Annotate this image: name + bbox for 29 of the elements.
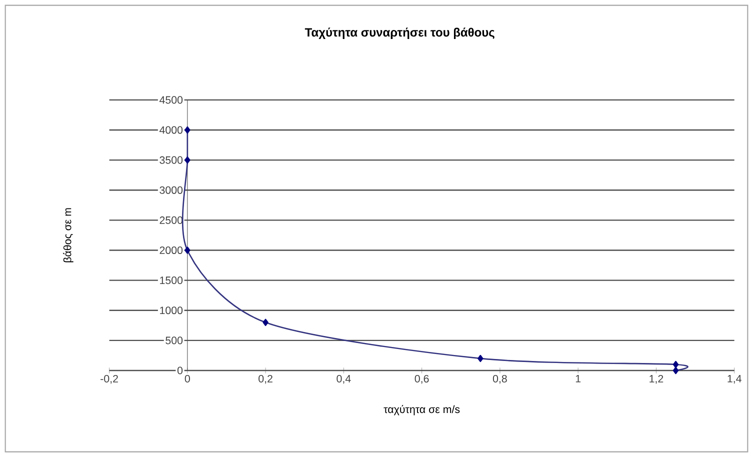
point bbox=[672, 360, 679, 368]
x-tick-label: 0 bbox=[184, 374, 190, 382]
x-tick-label: 1,4 bbox=[728, 374, 742, 384]
y-tick-label: 2000 bbox=[160, 246, 183, 254]
point bbox=[184, 246, 190, 254]
y-tick-label: 1500 bbox=[160, 276, 183, 284]
y-tick-label: 4000 bbox=[160, 126, 183, 134]
y-tick-label: 2500 bbox=[160, 216, 183, 224]
point bbox=[184, 126, 190, 134]
y-axis-title: βάθος σε m bbox=[63, 208, 74, 262]
x-tick-label: 0,2 bbox=[258, 374, 272, 384]
x-tick-label: 1,2 bbox=[650, 374, 664, 384]
x-tick-label: 1 bbox=[576, 374, 581, 382]
point bbox=[184, 156, 190, 164]
y-tick-label: 3000 bbox=[160, 186, 183, 194]
x-tick-label: 0,4 bbox=[336, 374, 351, 384]
x-tick-label: -0,2 bbox=[100, 374, 118, 384]
y-tick-label: 500 bbox=[166, 336, 183, 344]
chart-title: Ταχύτητα συναρτήσει του βάθους bbox=[304, 28, 494, 39]
y-tick-label: 1000 bbox=[160, 306, 183, 314]
point bbox=[478, 354, 484, 362]
y-tick-label: 3500 bbox=[160, 156, 183, 164]
point bbox=[672, 366, 679, 374]
x-tick-label: 0,8 bbox=[492, 374, 507, 384]
point bbox=[262, 318, 268, 326]
y-tick-label: 4500 bbox=[160, 96, 183, 104]
x-axis-title: ταχύτητα σε m/s bbox=[384, 404, 460, 416]
y-tick-label: 0 bbox=[177, 366, 183, 374]
x-tick-label: 0,6 bbox=[414, 374, 429, 384]
